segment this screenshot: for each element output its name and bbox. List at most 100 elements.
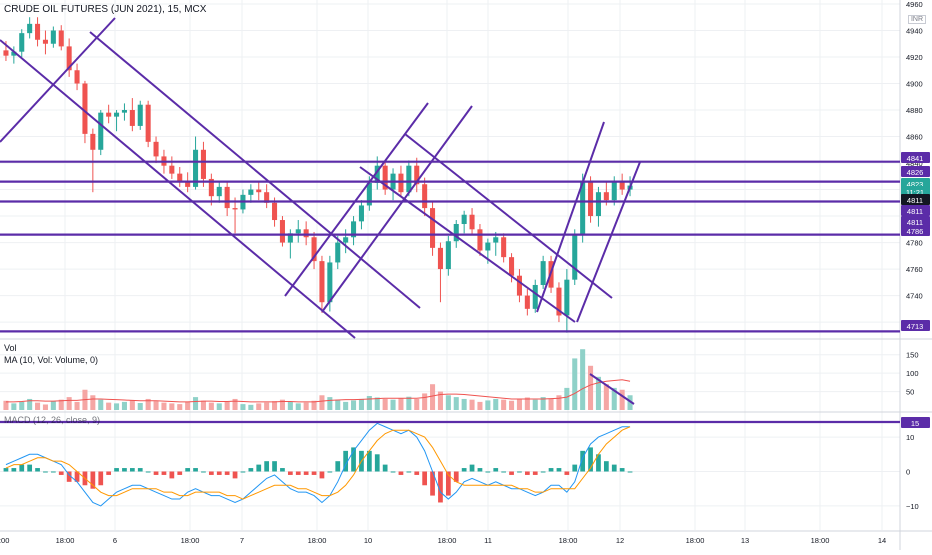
candle-body — [200, 149, 206, 179]
volume-bar — [66, 397, 72, 410]
volume-bar — [264, 402, 270, 410]
volume-bar — [366, 396, 372, 410]
candle-body — [374, 165, 380, 183]
price-tick-label: 4780 — [906, 239, 923, 248]
volume-bar — [11, 403, 17, 410]
time-tick-label: 10 — [364, 536, 372, 545]
macd-axis-badge — [901, 417, 930, 428]
volume-bar — [374, 397, 380, 410]
volume-bar — [335, 399, 341, 410]
volume-bar — [50, 401, 56, 410]
macd-histogram-bar — [145, 471, 151, 473]
price-axis-badge-text: 4786 — [907, 227, 924, 236]
volume-label: Vol — [4, 343, 17, 353]
macd-histogram-bar — [311, 471, 317, 475]
candle-body — [461, 214, 467, 225]
price-tick-label: 4900 — [906, 80, 923, 89]
price-tick-label: 4920 — [906, 53, 923, 62]
macd-histogram-bar — [98, 471, 104, 486]
time-tick-label: 6 — [113, 536, 117, 545]
volume-bar — [169, 403, 175, 410]
macd-histogram-bar — [43, 471, 48, 473]
price-tick-label: 4840 — [906, 159, 923, 168]
price-axis-badge-text: 11:21 — [906, 188, 924, 197]
macd-histogram-bar — [232, 471, 238, 479]
volume-ma-label: MA (10, Vol: Volume, 0) — [4, 355, 99, 365]
macd-histogram-bar — [264, 461, 270, 472]
macd-histogram-bar — [169, 471, 175, 479]
volume-bar — [414, 398, 420, 410]
candle-body — [311, 237, 317, 262]
macd-histogram-bar — [548, 468, 554, 472]
trendline — [576, 161, 641, 323]
macd-histogram-bar — [469, 464, 475, 472]
volume-bar — [540, 397, 546, 410]
macd-histogram-bar — [374, 454, 380, 472]
macd-histogram-bar — [556, 468, 562, 472]
macd-histogram-bar — [280, 468, 285, 472]
volume-bar — [437, 391, 443, 410]
volume-bar — [200, 400, 206, 410]
volume-bar — [74, 401, 80, 410]
candle-body — [406, 165, 412, 193]
candle-body — [398, 173, 404, 193]
macd-histogram-bar — [11, 468, 17, 472]
macd-histogram-bar — [588, 447, 593, 472]
candle-body — [248, 189, 254, 195]
trendline — [89, 31, 421, 309]
macd-histogram-bar — [50, 471, 56, 473]
time-tick-label: 18:00 — [0, 536, 9, 545]
volume-bar — [177, 404, 183, 410]
price-tick-label: 4880 — [906, 106, 923, 115]
volume-bar — [19, 401, 25, 410]
price-axis-badge-text: 4713 — [907, 322, 924, 331]
macd-histogram-bar — [603, 461, 609, 472]
candle-body — [272, 202, 278, 221]
macd-histogram-bar — [343, 450, 349, 472]
macd-histogram-bar — [509, 471, 514, 475]
volume-bar — [240, 404, 246, 410]
candle-body — [588, 181, 594, 217]
candle-body — [422, 184, 428, 209]
volume-bar — [430, 384, 436, 410]
macd-histogram-bar — [90, 471, 96, 489]
trendline — [0, 17, 116, 143]
candle-body — [42, 39, 48, 44]
volume-bar — [358, 398, 364, 410]
candle-body — [208, 178, 214, 197]
volume-bar — [524, 397, 530, 410]
time-tick-label: 18:00 — [308, 536, 327, 545]
volume-bar — [390, 399, 396, 410]
macd-histogram-bar — [153, 471, 159, 475]
trendline — [359, 166, 576, 323]
candle-body — [114, 112, 120, 117]
candle-body — [485, 242, 491, 251]
time-tick-label: 18:00 — [686, 536, 705, 545]
macd-histogram-bar — [572, 464, 578, 472]
volume-bar — [145, 398, 151, 410]
macd-histogram-bar — [461, 468, 467, 472]
macd-histogram-bar — [422, 471, 428, 486]
macd-histogram-bar — [201, 471, 206, 473]
candle-body — [27, 23, 33, 34]
volume-bar — [493, 398, 499, 410]
volume-bar — [580, 349, 586, 410]
macd-histogram-bar — [430, 471, 435, 496]
time-tick-label: 14 — [878, 536, 886, 545]
candle-body — [556, 287, 562, 316]
volume-bar — [58, 399, 64, 410]
macd-label: MACD (12, 26, close, 9) — [4, 415, 101, 425]
macd-histogram-bar — [224, 471, 230, 475]
volume-bar — [588, 365, 594, 410]
macd-histogram-bar — [524, 471, 530, 475]
price-axis-badge-text: 4823 — [907, 180, 924, 189]
macd-histogram-bar — [445, 471, 451, 496]
macd-histogram-bar — [185, 468, 191, 472]
macd-histogram-bar — [366, 450, 372, 472]
candle-body — [74, 70, 80, 84]
chart-title: CRUDE OIL FUTURES (JUN 2021), 15, MCX — [4, 4, 207, 15]
volume-bar — [453, 397, 459, 410]
candle-body — [414, 165, 420, 185]
